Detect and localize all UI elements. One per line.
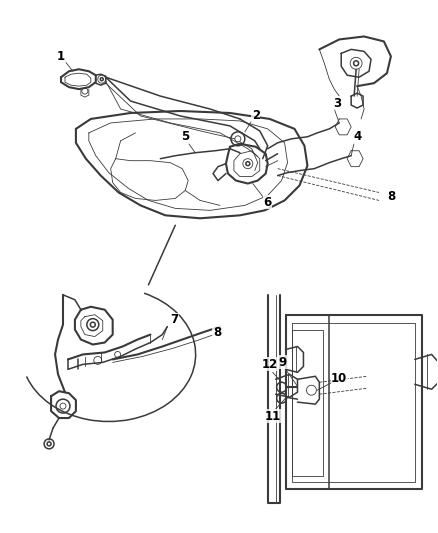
Text: 3: 3 [333, 96, 341, 110]
Text: 8: 8 [387, 190, 395, 203]
Text: 10: 10 [331, 372, 347, 385]
Text: 11: 11 [265, 409, 281, 423]
Text: 9: 9 [279, 356, 287, 369]
Text: 2: 2 [252, 109, 260, 123]
Text: 12: 12 [261, 358, 278, 371]
Circle shape [90, 322, 95, 327]
Circle shape [353, 61, 359, 66]
Text: 1: 1 [57, 50, 65, 63]
Circle shape [100, 78, 103, 80]
Text: 7: 7 [170, 313, 178, 326]
Circle shape [47, 442, 51, 446]
Text: 8: 8 [213, 326, 221, 339]
Text: 4: 4 [353, 131, 361, 143]
Circle shape [246, 161, 250, 166]
Text: 5: 5 [181, 131, 189, 143]
Text: 6: 6 [264, 196, 272, 209]
Circle shape [235, 136, 241, 142]
